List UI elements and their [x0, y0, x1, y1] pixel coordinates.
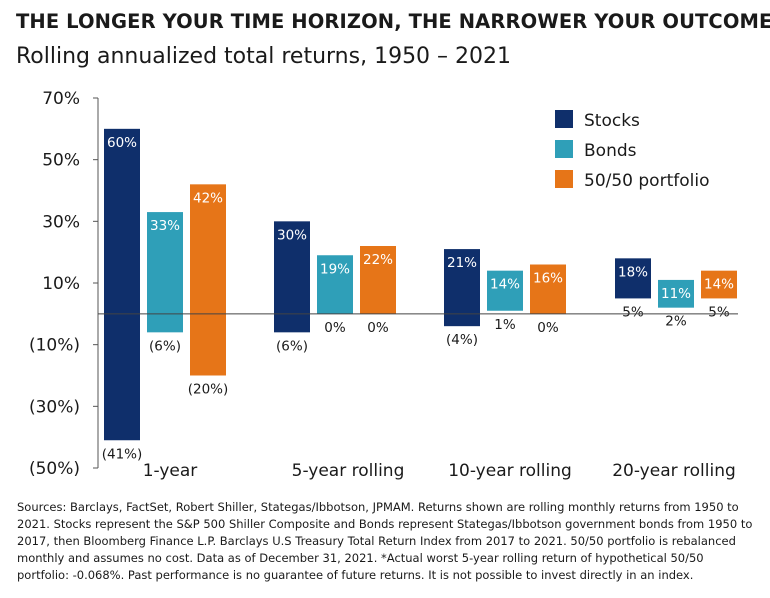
- bar-low-label: 0%: [324, 320, 346, 336]
- bar-high-label: 22%: [363, 252, 393, 268]
- bar-stocks: [104, 128, 140, 441]
- y-tick-label: 50%: [42, 151, 80, 171]
- floating-bar-chart: 70% 50% 30% 10% (10%) (30%) (50%) 60% (41%) 33% (6…: [29, 89, 738, 481]
- legend-swatch: [555, 110, 573, 128]
- bar-high-label: 60%: [107, 135, 137, 151]
- legend-swatch: [555, 140, 573, 158]
- bar-low-label: (41%): [102, 446, 143, 462]
- category-label: 1-year: [143, 461, 198, 481]
- bar-bonds: [317, 255, 353, 314]
- bar-low-label: (20%): [188, 382, 229, 398]
- bar-low-label: 5%: [622, 304, 644, 320]
- bar-low-label: (6%): [276, 338, 308, 354]
- y-tick-label: (10%): [29, 336, 80, 356]
- y-tick-label: 10%: [42, 274, 80, 294]
- bar-low-label: 0%: [537, 320, 559, 336]
- legend-label: Stocks: [584, 111, 640, 131]
- sources-footnote: Sources: Barclays, FactSet, Robert Shill…: [17, 500, 753, 582]
- bar-bonds: [487, 270, 523, 311]
- bar-high-label: 14%: [704, 277, 734, 293]
- bar-high-label: 33%: [150, 218, 180, 234]
- bar-stocks: [444, 249, 480, 327]
- bar-low-label: 5%: [708, 304, 730, 320]
- bar-50-50-portfolio: [360, 246, 396, 314]
- bar-high-label: 21%: [447, 255, 477, 271]
- bar-high-label: 11%: [661, 286, 691, 302]
- bar-bonds: [658, 279, 694, 308]
- bar-high-label: 16%: [533, 271, 563, 287]
- bar-high-label: 19%: [320, 261, 350, 277]
- bar-low-label: (6%): [149, 338, 181, 354]
- y-tick-label: 70%: [42, 89, 80, 109]
- chart-title: THE LONGER YOUR TIME HORIZON, THE NARROW…: [16, 10, 770, 33]
- category-label: 10-year rolling: [448, 461, 572, 481]
- bar-bonds: [147, 212, 183, 333]
- bar-high-label: 42%: [193, 190, 223, 206]
- bar-low-label: (4%): [446, 332, 478, 348]
- y-tick-label: (50%): [29, 459, 80, 479]
- bar-high-label: 14%: [490, 277, 520, 293]
- category-label: 20-year rolling: [612, 461, 736, 481]
- legend-swatch: [555, 170, 573, 188]
- bar-high-label: 18%: [618, 264, 648, 280]
- bar-50-50-portfolio: [190, 184, 226, 376]
- bar-low-label: 1%: [494, 317, 516, 333]
- bar-50-50-portfolio: [530, 264, 566, 314]
- bar-low-label: 0%: [367, 320, 389, 336]
- bar-stocks: [615, 258, 651, 299]
- legend-label: Bonds: [584, 141, 637, 161]
- bar-low-label: 2%: [665, 314, 687, 330]
- bar-50-50-portfolio: [701, 270, 737, 299]
- category-label: 5-year rolling: [292, 461, 405, 481]
- y-tick-label: 30%: [42, 212, 80, 232]
- chart-subtitle: Rolling annualized total returns, 1950 –…: [16, 44, 512, 69]
- legend-label: 50/50 portfolio: [584, 171, 709, 191]
- y-tick-label: (30%): [29, 397, 80, 417]
- bar-high-label: 30%: [277, 227, 307, 243]
